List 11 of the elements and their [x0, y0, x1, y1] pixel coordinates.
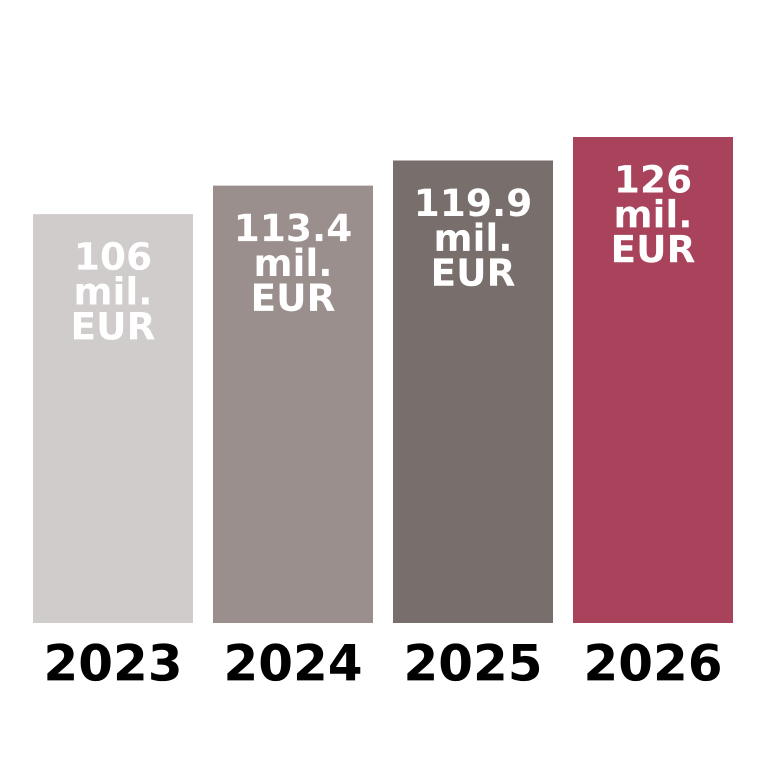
- data-label: 113.4 mil. EUR: [238, 213, 351, 312]
- bar: [212, 186, 374, 623]
- x-tick-label: 2026: [587, 643, 720, 682]
- x-tick-label: 2023: [47, 643, 179, 682]
- data-label: 119.9 mil. EUR: [418, 188, 530, 286]
- x-tick-label: 2024: [227, 643, 360, 682]
- bar: [392, 160, 554, 623]
- data-label: 126 mil. EUR: [614, 164, 695, 263]
- x-tick-label: 2025: [407, 643, 540, 682]
- bar: [32, 214, 194, 623]
- bar: [572, 137, 734, 623]
